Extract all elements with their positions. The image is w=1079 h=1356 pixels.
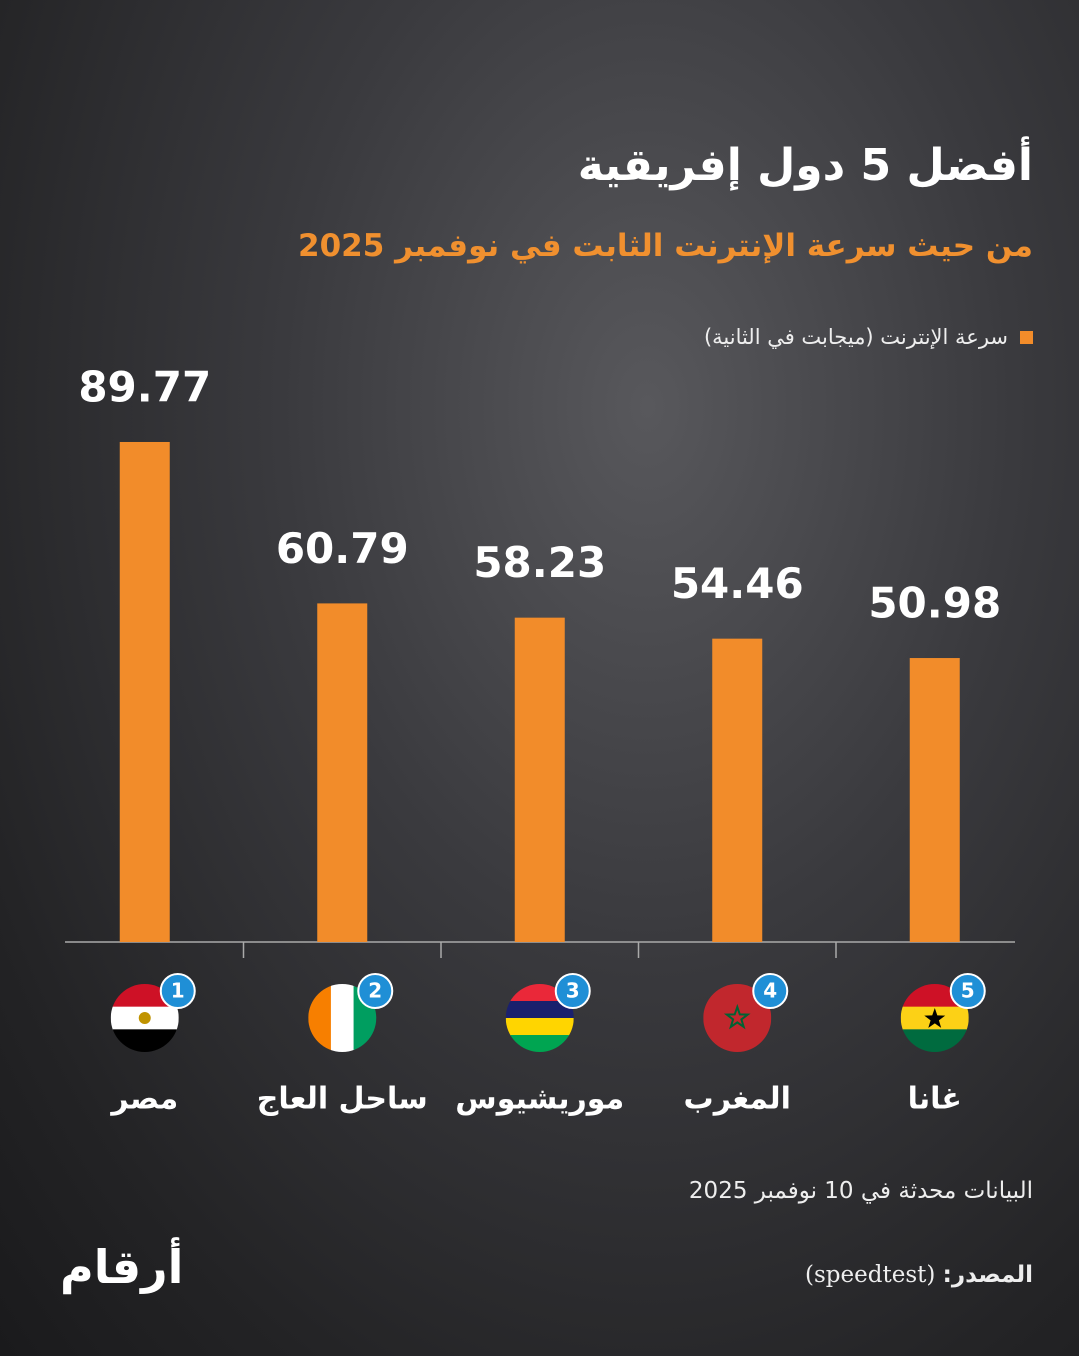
- x-tick-label: ساحل العاج: [257, 1082, 428, 1117]
- value-label: 54.46: [671, 559, 804, 608]
- value-label: 50.98: [868, 579, 1001, 628]
- rank-badge: [949, 973, 986, 1009]
- flag-stripe: [505, 1001, 574, 1019]
- rank-badge: [357, 973, 394, 1009]
- rank-badge: [159, 973, 196, 1009]
- rank-badge: [752, 973, 789, 1009]
- rank-label: 2: [368, 979, 382, 1003]
- flag: [308, 984, 377, 1052]
- flag-stripe: [308, 984, 332, 1052]
- flag-emblem: [138, 1012, 151, 1024]
- rank-label: 1: [171, 979, 185, 1003]
- rank-label: 3: [566, 979, 580, 1003]
- rank-label: 4: [763, 979, 777, 1003]
- legend-label: سرعة الإنترنت (ميجابت في الثانية): [703, 325, 1008, 349]
- x-tick-label: موريشيوس: [455, 1082, 624, 1117]
- flag-stripe: [330, 984, 355, 1052]
- source-label: المصدر:: [942, 1262, 1033, 1288]
- flag-star: [723, 1003, 751, 1030]
- chart-title: أفضل 5 دول إفريقية: [577, 140, 1033, 191]
- legend-swatch: [1020, 330, 1033, 344]
- flag-stripe: [110, 1029, 179, 1052]
- x-tick-label: المغرب: [684, 1082, 791, 1117]
- rank-label: 5: [961, 979, 975, 1003]
- x-tick-label: غانا: [908, 1082, 962, 1117]
- flag-star: [924, 1008, 946, 1028]
- chart-subtitle: من حيث سرعة الإنترنت الثابت في نوفمبر 20…: [298, 228, 1033, 264]
- value-label: 58.23: [473, 538, 606, 587]
- bar: [712, 638, 763, 942]
- flag-stripe: [900, 1029, 969, 1052]
- logo: أرقام: [60, 1240, 184, 1294]
- bar: [514, 617, 565, 942]
- flag-stripe: [505, 1035, 574, 1052]
- value-label: 89.77: [78, 362, 211, 411]
- rank-badge: [554, 973, 591, 1009]
- flag: [110, 984, 179, 1052]
- source: المصدر: (speedtest): [805, 1262, 1033, 1288]
- update-note: البيانات محدثة في 10 نوفمبر 2025: [688, 1178, 1033, 1204]
- bar: [909, 658, 960, 942]
- source-text: (speedtest): [805, 1262, 936, 1288]
- bar: [119, 441, 170, 942]
- flag-stripe: [505, 1018, 574, 1036]
- x-tick-label: مصر: [109, 1082, 178, 1117]
- bar: [317, 603, 368, 942]
- legend: سرعة الإنترنت (ميجابت في الثانية): [704, 325, 1033, 349]
- value-label: 60.79: [276, 524, 409, 573]
